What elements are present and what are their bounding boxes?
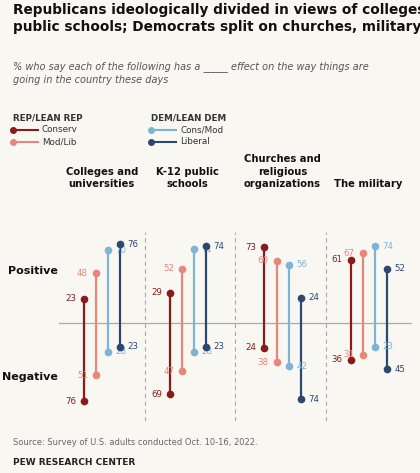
- Text: 28: 28: [116, 347, 126, 356]
- Text: 47: 47: [163, 367, 174, 376]
- Text: 28: 28: [202, 347, 213, 356]
- Text: Churches and
religious
organizations: Churches and religious organizations: [244, 154, 321, 189]
- Text: 60: 60: [258, 256, 269, 265]
- Text: 23: 23: [214, 342, 225, 351]
- Text: REP/LEAN REP: REP/LEAN REP: [13, 114, 82, 123]
- Text: 76: 76: [65, 397, 76, 406]
- Text: 24: 24: [308, 293, 319, 302]
- Text: 23: 23: [382, 342, 394, 351]
- Text: 45: 45: [394, 365, 405, 374]
- Text: 52: 52: [163, 264, 174, 273]
- Text: DEM/LEAN DEM: DEM/LEAN DEM: [151, 114, 226, 123]
- Text: 31: 31: [344, 350, 355, 359]
- Text: PEW RESEARCH CENTER: PEW RESEARCH CENTER: [13, 458, 135, 467]
- Text: 76: 76: [128, 240, 139, 249]
- Text: 42: 42: [296, 362, 307, 371]
- Text: 74: 74: [382, 242, 394, 251]
- Text: % who say each of the following has a _____ effect on the way things are
going i: % who say each of the following has a __…: [13, 61, 368, 85]
- Text: Negative: Negative: [2, 371, 58, 382]
- Text: K-12 public
schools: K-12 public schools: [156, 167, 219, 189]
- Text: 38: 38: [258, 358, 269, 367]
- Text: 61: 61: [332, 255, 343, 264]
- Text: 48: 48: [77, 269, 88, 278]
- Text: 23: 23: [128, 342, 139, 351]
- Text: 56: 56: [296, 260, 307, 269]
- Text: 70: 70: [116, 246, 126, 255]
- Text: Republicans ideologically divided in views of colleges,
public schools; Democrat: Republicans ideologically divided in vie…: [13, 3, 420, 34]
- Text: 24: 24: [246, 343, 257, 352]
- Text: Cons/Mod: Cons/Mod: [181, 125, 224, 134]
- Text: 69: 69: [151, 390, 162, 399]
- Text: Source: Survey of U.S. adults conducted Oct. 10-16, 2022.: Source: Survey of U.S. adults conducted …: [13, 438, 257, 447]
- Text: Conserv: Conserv: [42, 125, 78, 134]
- Text: 51: 51: [77, 371, 88, 380]
- Text: Mod/Lib: Mod/Lib: [42, 137, 76, 147]
- Text: The military: The military: [334, 179, 403, 189]
- Text: 52: 52: [394, 264, 405, 273]
- Text: Positive: Positive: [8, 266, 58, 276]
- Text: 23: 23: [65, 295, 76, 304]
- Text: 73: 73: [246, 243, 257, 252]
- Text: 36: 36: [332, 356, 343, 365]
- Text: 74: 74: [308, 395, 319, 404]
- Text: 74: 74: [214, 242, 225, 251]
- Text: Liberal: Liberal: [181, 137, 210, 147]
- Text: Colleges and
universities: Colleges and universities: [66, 167, 138, 189]
- Text: 71: 71: [202, 245, 213, 254]
- Text: 67: 67: [344, 249, 355, 258]
- Text: 29: 29: [151, 288, 162, 297]
